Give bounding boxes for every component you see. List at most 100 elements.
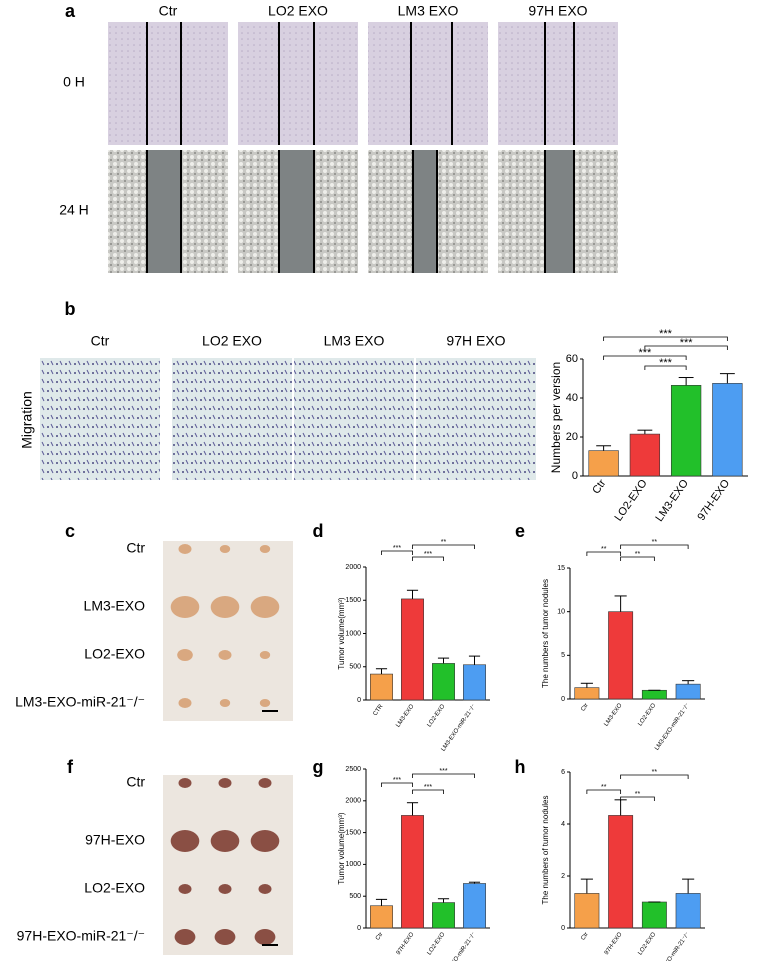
- tumor: [178, 544, 192, 554]
- y-axis-label: Numbers per version: [549, 362, 563, 473]
- x-tick-label: 97H-EXO-miR-21⁻/⁻: [655, 932, 691, 961]
- row-label: 97H-EXO-miR-21⁻/⁻: [17, 928, 145, 944]
- significance-label: ***: [659, 357, 673, 369]
- micrograph: [40, 358, 160, 480]
- x-tick-label: LO2-EXO: [637, 702, 657, 727]
- panel-label: a: [65, 1, 76, 21]
- bar: [432, 902, 455, 929]
- x-tick-label: LM3-EXO: [395, 703, 415, 728]
- error-bar: [468, 655, 481, 665]
- y-tick-label: 0: [357, 697, 361, 704]
- y-tick-label: 0: [561, 696, 565, 703]
- bar: [401, 598, 424, 701]
- column-header: Ctr: [159, 3, 178, 19]
- x-tick-label: LO2-EXO: [427, 703, 447, 728]
- bar: [608, 611, 634, 700]
- significance-label: ***: [424, 784, 432, 791]
- y-tick-label: 0: [572, 470, 578, 482]
- x-tick-label: CTR: [372, 703, 384, 717]
- tumor: [178, 698, 192, 708]
- tumor: [218, 884, 232, 894]
- x-tick-label: LM3-EXO-miR-21⁻/⁻: [441, 704, 478, 753]
- tumor: [250, 596, 280, 618]
- significance-bracket: [603, 355, 687, 360]
- error-bar: [580, 682, 593, 688]
- y-tick-label: 1000: [345, 861, 361, 868]
- error-bar: [375, 668, 388, 675]
- tumor: [170, 596, 200, 618]
- significance-label: ***: [393, 777, 401, 784]
- bar: [432, 663, 455, 701]
- error-bar: [682, 680, 695, 685]
- row-label: 24 H: [59, 202, 89, 218]
- significance-label: **: [601, 784, 607, 791]
- significance-label: ***: [680, 337, 694, 349]
- bar: [608, 815, 634, 929]
- bar: [641, 689, 667, 700]
- significance-label: ***: [424, 551, 432, 558]
- significance-bracket: [412, 773, 475, 778]
- scratch-gap: [279, 150, 314, 273]
- row-label: LM3-EXO-miR-21⁻/⁻: [15, 694, 145, 710]
- tumor: [177, 649, 193, 661]
- y-tick-label: 10: [557, 609, 565, 616]
- tumor: [178, 778, 192, 788]
- tumor: [170, 830, 200, 852]
- significance-bracket: [412, 789, 444, 794]
- micrograph: [416, 358, 536, 480]
- y-tick-label: 0: [357, 925, 361, 932]
- tumor: [210, 596, 240, 618]
- row-label: Ctr: [126, 540, 145, 556]
- tumor: [250, 830, 280, 852]
- x-tick-label: LM3-EXO: [653, 477, 691, 524]
- x-tick-label: 97H-EXO: [604, 931, 624, 956]
- x-tick-label: 97H-EXO: [396, 931, 416, 956]
- y-tick-label: 4: [561, 821, 565, 828]
- significance-bracket: [620, 544, 689, 549]
- row-label: 0 H: [63, 74, 85, 90]
- row-label: LO2-EXO: [84, 880, 145, 896]
- x-tick-label: 97H-EXO: [695, 477, 732, 523]
- column-header: LM3 EXO: [398, 3, 459, 19]
- y-tick-label: 1000: [345, 630, 361, 637]
- micrograph: [368, 22, 488, 145]
- column-header: 97H EXO: [446, 333, 505, 349]
- significance-bracket: [412, 544, 475, 549]
- tumor: [259, 699, 271, 707]
- error-bar: [637, 429, 653, 435]
- tumor: [218, 650, 232, 660]
- x-tick-label: LM3-EXO: [604, 702, 624, 727]
- tumor: [254, 929, 276, 945]
- significance-bracket: [620, 774, 689, 779]
- micrograph: [498, 22, 618, 145]
- x-tick-label: LM3-EXO-miR-21⁻/⁻: [654, 703, 691, 752]
- y-axis-label: Tumor volume(mm³): [337, 812, 346, 884]
- bar: [675, 683, 701, 700]
- error-bar: [468, 881, 481, 884]
- scratch-gap: [147, 150, 181, 273]
- panel-label: c: [65, 521, 75, 541]
- y-tick-label: 60: [566, 353, 578, 365]
- panel-label: g: [313, 757, 324, 777]
- row-label: Migration: [19, 391, 35, 449]
- y-tick-label: 40: [566, 392, 578, 404]
- bar: [370, 673, 393, 701]
- y-axis-label: The numbers of tumor nodules: [541, 796, 550, 905]
- significance-label: **: [441, 539, 447, 546]
- y-tick-label: 1500: [345, 597, 361, 604]
- y-tick-label: 2500: [345, 766, 361, 773]
- bar: [629, 433, 661, 477]
- x-tick-label: LO2-EXO: [427, 931, 447, 956]
- tumor: [178, 884, 192, 894]
- error-bar: [437, 898, 450, 903]
- bar: [463, 883, 486, 929]
- y-tick-label: 5: [561, 652, 565, 659]
- x-tick-label: LO2-EXO: [637, 931, 657, 956]
- y-tick-label: 0: [561, 925, 565, 932]
- y-tick-label: 2: [561, 873, 565, 880]
- error-bar: [437, 657, 450, 664]
- bar: [641, 901, 667, 929]
- significance-bracket: [620, 556, 655, 561]
- panel-label: d: [313, 521, 324, 541]
- significance-label: ***: [439, 768, 447, 775]
